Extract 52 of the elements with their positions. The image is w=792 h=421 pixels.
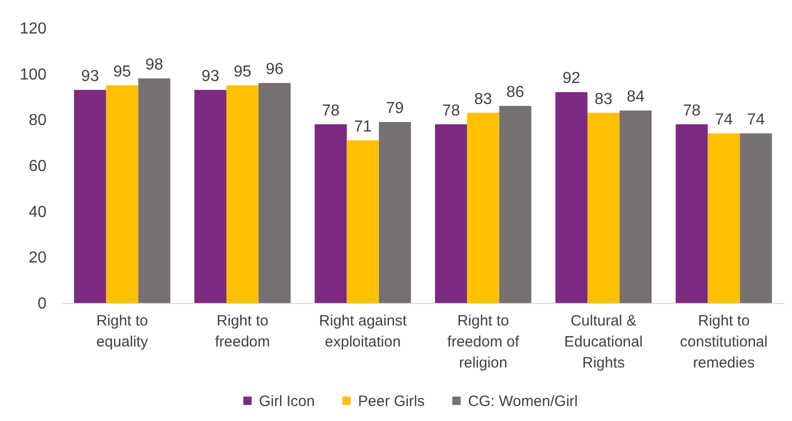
- bar: [467, 112, 500, 303]
- x-tick-label: Right to constitutional remedies: [680, 312, 768, 372]
- bar: [194, 90, 226, 303]
- x-tick-label: Right against exploitation: [319, 312, 408, 350]
- y-tick-label: 120: [20, 20, 47, 38]
- y-tick-label: 100: [20, 66, 47, 84]
- data-label: 78: [682, 102, 701, 120]
- x-tick-label: Cultural & Educational Rights: [564, 312, 643, 372]
- x-tick-label: Right to freedom of religion: [447, 312, 520, 372]
- data-label: 95: [234, 63, 252, 80]
- data-label: 74: [714, 111, 733, 128]
- bar: [708, 133, 740, 303]
- legend-label: Girl Icon: [259, 392, 315, 410]
- bar: [499, 106, 532, 303]
- data-label: 93: [202, 68, 220, 85]
- bar: [620, 110, 652, 303]
- data-label: 96: [266, 61, 284, 78]
- data-label: 92: [562, 70, 580, 88]
- bar: [346, 140, 379, 303]
- data-label: 95: [113, 63, 132, 80]
- data-label: 79: [386, 100, 404, 117]
- y-tick-label: 20: [28, 250, 47, 267]
- y-tick-label: 80: [28, 112, 47, 130]
- data-label: 98: [145, 56, 164, 74]
- y-tick-label: 60: [28, 158, 47, 175]
- bar: [740, 133, 772, 303]
- bar: [74, 90, 106, 303]
- data-label: 83: [474, 90, 492, 108]
- y-tick-label: 40: [28, 204, 47, 221]
- bar: [138, 78, 170, 303]
- legend-label: Peer Girls: [358, 392, 425, 410]
- data-label: 86: [506, 84, 524, 101]
- data-label: 78: [322, 102, 340, 120]
- data-label: 71: [354, 118, 372, 136]
- x-tick-label: Right to equality: [96, 312, 149, 350]
- y-tick-label: 0: [38, 296, 47, 312]
- data-label: 84: [626, 88, 645, 106]
- bar: [226, 85, 259, 303]
- bar: [435, 124, 468, 303]
- bar: [587, 112, 620, 303]
- data-label: 93: [81, 68, 100, 85]
- data-label: 78: [442, 102, 460, 120]
- x-tick-label: Right to freedom: [214, 312, 270, 350]
- bar: [555, 92, 588, 303]
- bar: [106, 85, 138, 303]
- bar: [676, 124, 708, 303]
- data-label: 83: [594, 90, 612, 108]
- bar: [258, 83, 291, 303]
- data-label: 74: [747, 111, 765, 128]
- bar: [378, 122, 411, 303]
- bar: [314, 124, 347, 303]
- legend-label: CG: Women/Girl: [468, 392, 578, 410]
